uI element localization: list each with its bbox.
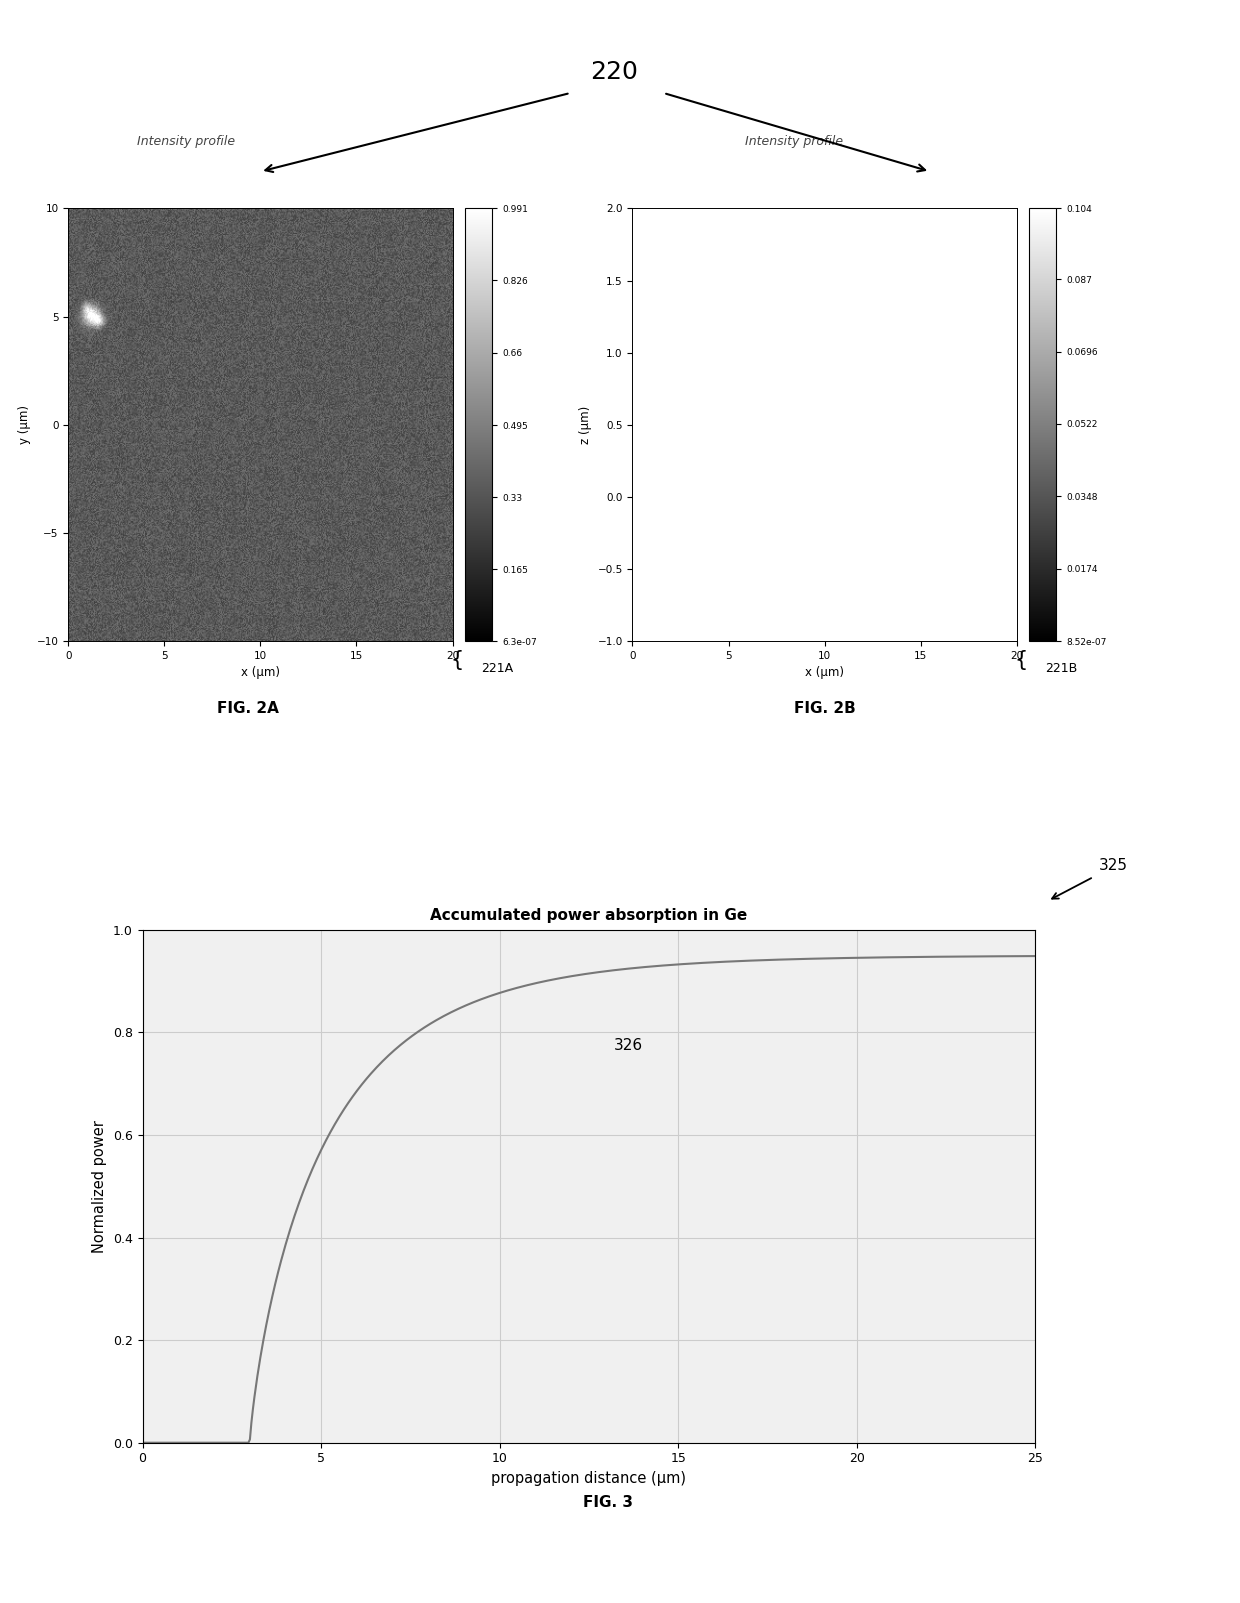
X-axis label: propagation distance (μm): propagation distance (μm) <box>491 1472 687 1486</box>
X-axis label: x (μm): x (μm) <box>241 667 280 680</box>
Text: 221A: 221A <box>481 662 513 675</box>
Text: 326: 326 <box>614 1039 644 1053</box>
Y-axis label: z (μm): z (μm) <box>579 406 591 444</box>
Text: 220: 220 <box>590 61 637 83</box>
Title: Accumulated power absorption in Ge: Accumulated power absorption in Ge <box>430 907 748 923</box>
Text: {: { <box>1014 651 1028 670</box>
Text: FIG. 3: FIG. 3 <box>583 1494 632 1510</box>
Text: Intensity profile: Intensity profile <box>744 135 843 147</box>
Text: 221B: 221B <box>1045 662 1078 675</box>
Text: 325: 325 <box>1099 858 1127 874</box>
Y-axis label: Normalized power: Normalized power <box>92 1120 108 1252</box>
Text: FIG. 2A: FIG. 2A <box>217 701 279 717</box>
Text: {: { <box>450 651 464 670</box>
Text: FIG. 2B: FIG. 2B <box>794 701 856 717</box>
Text: Intensity profile: Intensity profile <box>136 135 236 147</box>
Y-axis label: y (μm): y (μm) <box>19 406 31 444</box>
X-axis label: x (μm): x (μm) <box>805 667 844 680</box>
